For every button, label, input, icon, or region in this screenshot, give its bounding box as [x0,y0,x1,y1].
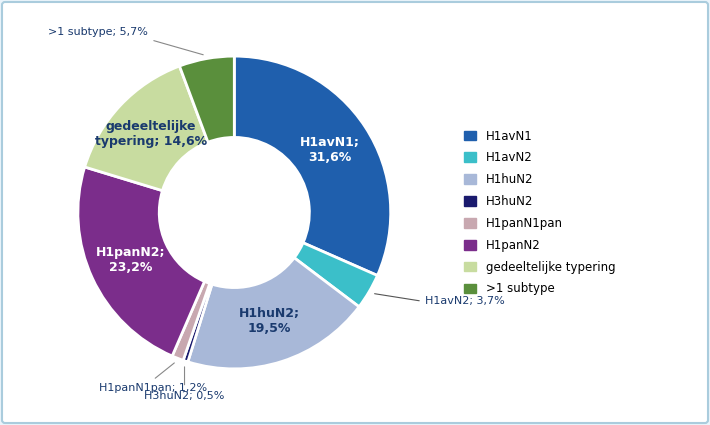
Legend: H1avN1, H1avN2, H1huN2, H3huN2, H1panN1pan, H1panN2, gedeeltelijke typering, >1 : H1avN1, H1avN2, H1huN2, H3huN2, H1panN1p… [459,125,620,300]
Text: H1panN1pan; 1,2%: H1panN1pan; 1,2% [99,383,207,393]
Wedge shape [188,258,359,369]
Wedge shape [84,66,208,191]
Text: H1huN2;
19,5%: H1huN2; 19,5% [239,307,300,335]
Wedge shape [234,56,390,275]
Text: H3huN2; 0,5%: H3huN2; 0,5% [144,391,224,401]
Text: gedeeltelijke
typering; 14,6%: gedeeltelijke typering; 14,6% [95,120,207,148]
Text: H1avN2; 3,7%: H1avN2; 3,7% [425,296,505,306]
Wedge shape [78,167,204,356]
Wedge shape [294,243,378,307]
Text: H1panN2;
23,2%: H1panN2; 23,2% [96,246,165,275]
Text: >1 subtype; 5,7%: >1 subtype; 5,7% [48,27,148,37]
Wedge shape [180,56,234,142]
Wedge shape [183,283,212,362]
Text: H1avN1;
31,6%: H1avN1; 31,6% [300,136,360,164]
Wedge shape [173,281,209,360]
